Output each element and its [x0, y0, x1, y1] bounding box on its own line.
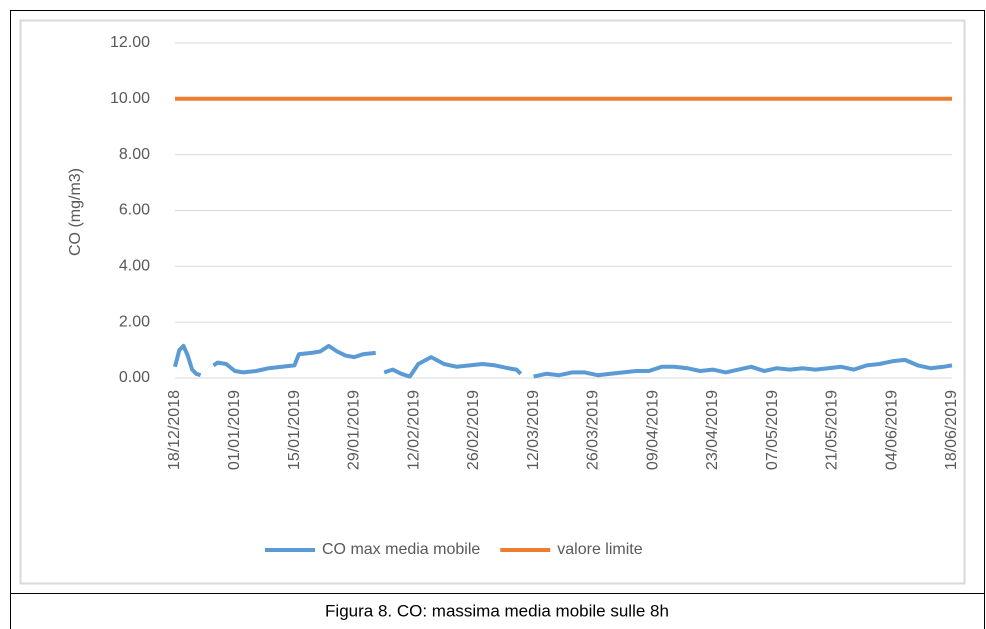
x-tick-label: 18/12/2018 — [166, 390, 183, 470]
y-tick-label: 2.00 — [119, 313, 150, 330]
x-tick-label: 04/06/2019 — [883, 390, 900, 470]
y-tick-label: 0.00 — [119, 369, 150, 386]
x-tick-label: 21/05/2019 — [824, 390, 841, 470]
caption: Figura 8. CO: massima media mobile sulle… — [325, 601, 669, 620]
x-tick-label: 18/06/2019 — [943, 390, 960, 470]
y-tick-label: 8.00 — [119, 146, 150, 163]
y-tick-label: 12.00 — [110, 34, 150, 51]
x-tick-label: 12/03/2019 — [525, 390, 542, 470]
x-tick-label: 07/05/2019 — [764, 390, 781, 470]
y-tick-label: 4.00 — [119, 258, 150, 275]
x-tick-label: 01/01/2019 — [226, 390, 243, 470]
y-tick-label: 10.00 — [110, 90, 150, 107]
legend-label: valore limite — [557, 541, 642, 558]
x-tick-label: 26/02/2019 — [465, 390, 482, 470]
plot — [173, 96, 953, 379]
series-line — [173, 343, 953, 379]
x-tick-label: 23/04/2019 — [704, 390, 721, 470]
y-axis-label: CO (mg/m3) — [67, 168, 84, 256]
x-tick-label: 26/03/2019 — [585, 390, 602, 470]
x-tick-label: 15/01/2019 — [286, 390, 303, 470]
x-tick-label: 29/01/2019 — [346, 390, 363, 470]
chart-border — [19, 19, 966, 585]
caption-border — [10, 593, 985, 629]
y-tick-label: 6.00 — [119, 202, 150, 219]
legend-label: CO max media mobile — [322, 541, 480, 558]
grid — [175, 42, 952, 379]
x-tick-label: 12/02/2019 — [405, 390, 422, 470]
x-tick-label: 09/04/2019 — [644, 390, 661, 470]
